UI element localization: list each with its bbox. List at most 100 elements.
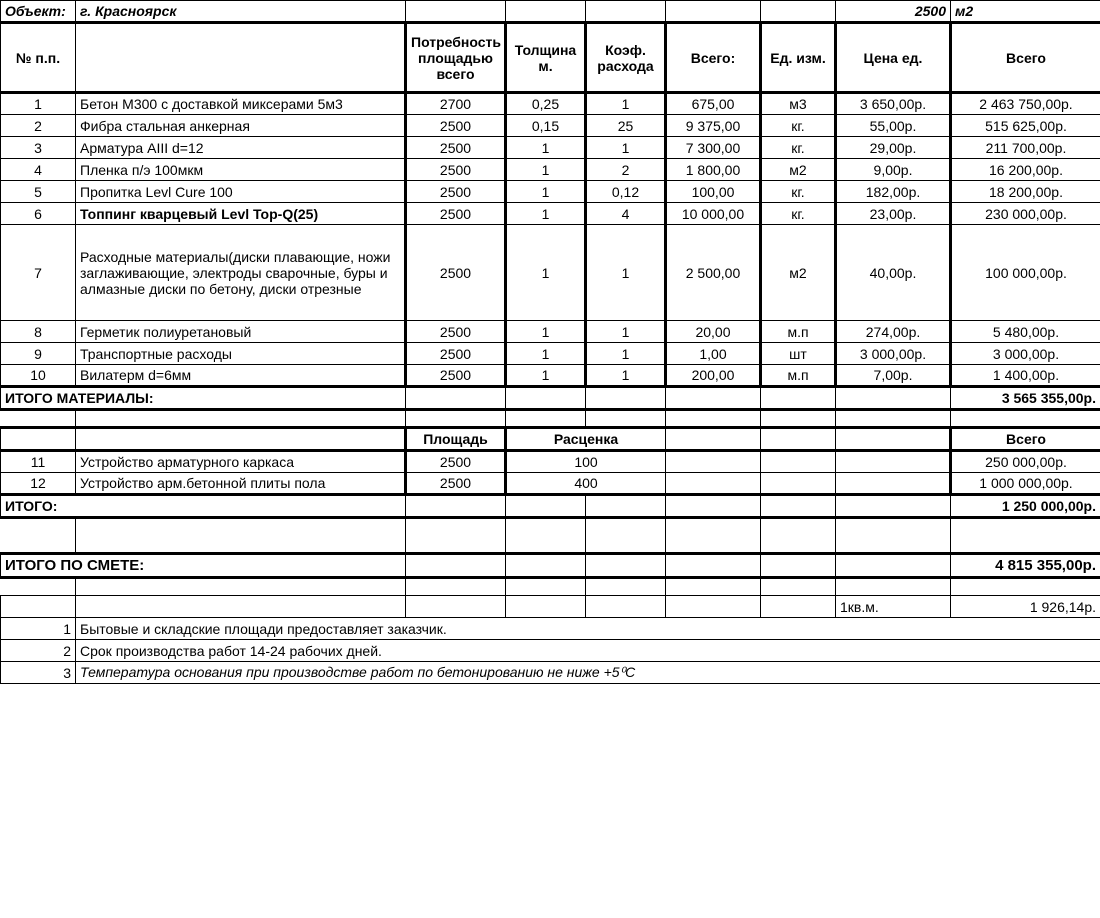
row-name: Герметик полиуретановый xyxy=(76,321,406,343)
row-total: 2 463 750,00р. xyxy=(951,93,1100,115)
row-coef: 2 xyxy=(586,159,666,181)
row-num: 11 xyxy=(1,451,76,473)
table-row: 9Транспортные расходы2500111,00шт3 000,0… xyxy=(1,343,1100,365)
row-num: 12 xyxy=(1,473,76,495)
row-total: 18 200,00р. xyxy=(951,181,1100,203)
works-head-total: Всего xyxy=(951,428,1100,451)
table-row: 6Топпинг кварцевый Levl Top-Q(25)2500141… xyxy=(1,203,1100,225)
row-num: 9 xyxy=(1,343,76,365)
table-row: 8Герметик полиуретановый25001120,00м.п27… xyxy=(1,321,1100,343)
row-thickness: 1 xyxy=(506,225,586,321)
row-total: 230 000,00р. xyxy=(951,203,1100,225)
row-thickness: 1 xyxy=(506,321,586,343)
row-area: 2500 xyxy=(406,451,506,473)
row-qty: 100,00 xyxy=(666,181,761,203)
table-row: 1Бетон М300 с доставкой миксерами 5м3270… xyxy=(1,93,1100,115)
row-total: 5 480,00р. xyxy=(951,321,1100,343)
table-row: 10Вилатерм d=6мм250011200,00м.п7,00р.1 4… xyxy=(1,365,1100,387)
row-price: 40,00р. xyxy=(836,225,951,321)
materials-body: 1Бетон М300 с доставкой миксерами 5м3270… xyxy=(1,93,1100,387)
spacer-row xyxy=(1,410,1100,428)
object-value: г. Красноярск xyxy=(76,1,406,23)
per-sqm-label: 1кв.м. xyxy=(836,596,951,618)
row-name: Арматура AIII d=12 xyxy=(76,137,406,159)
row-price: 3 000,00р. xyxy=(836,343,951,365)
row-qty: 675,00 xyxy=(666,93,761,115)
row-total: 250 000,00р. xyxy=(951,451,1100,473)
row-num: 4 xyxy=(1,159,76,181)
row-need: 2500 xyxy=(406,203,506,225)
row-name: Бетон М300 с доставкой миксерами 5м3 xyxy=(76,93,406,115)
row-price: 3 650,00р. xyxy=(836,93,951,115)
works-head-rate: Расценка xyxy=(506,428,666,451)
spacer-row xyxy=(1,518,1100,536)
table-row: 7Расходные материалы(диски плавающие, но… xyxy=(1,225,1100,321)
row-thickness: 1 xyxy=(506,203,586,225)
table-row: 12Устройство арм.бетонной плиты пола2500… xyxy=(1,473,1100,495)
row-price: 29,00р. xyxy=(836,137,951,159)
grand-total-value: 4 815 355,00р. xyxy=(951,554,1100,578)
notes-body: 1Бытовые и складские площади предоставля… xyxy=(1,618,1100,684)
note-text: Температура основания при производстве р… xyxy=(76,662,1100,684)
row-num: 5 xyxy=(1,181,76,203)
note-num: 1 xyxy=(1,618,76,640)
row-qty: 9 375,00 xyxy=(666,115,761,137)
row-thickness: 1 xyxy=(506,181,586,203)
col-name xyxy=(76,23,406,93)
col-total-qty: Всего: xyxy=(666,23,761,93)
table-row: 2Фибра стальная анкерная25000,15259 375,… xyxy=(1,115,1100,137)
row-total: 3 000,00р. xyxy=(951,343,1100,365)
object-label: Объект: xyxy=(1,1,76,23)
materials-subtotal-row: ИТОГО МАТЕРИАЛЫ: 3 565 355,00р. xyxy=(1,387,1100,410)
row-coef: 1 xyxy=(586,93,666,115)
row-thickness: 1 xyxy=(506,365,586,387)
row-name: Пропитка Levl Cure 100 xyxy=(76,181,406,203)
row-unit: м3 xyxy=(761,93,836,115)
spacer-row xyxy=(1,536,1100,554)
row-area: 2500 xyxy=(406,473,506,495)
row-qty: 1 800,00 xyxy=(666,159,761,181)
row-coef: 1 xyxy=(586,321,666,343)
row-need: 2500 xyxy=(406,137,506,159)
row-unit: кг. xyxy=(761,115,836,137)
row-total: 16 200,00р. xyxy=(951,159,1100,181)
row-price: 274,00р. xyxy=(836,321,951,343)
row-thickness: 1 xyxy=(506,137,586,159)
row-coef: 25 xyxy=(586,115,666,137)
row-qty: 200,00 xyxy=(666,365,761,387)
row-qty: 20,00 xyxy=(666,321,761,343)
row-coef: 1 xyxy=(586,365,666,387)
table-row: 5Пропитка Levl Cure 100250010,12100,00кг… xyxy=(1,181,1100,203)
row-price: 55,00р. xyxy=(836,115,951,137)
row-price: 9,00р. xyxy=(836,159,951,181)
col-total-price: Всего xyxy=(951,23,1100,93)
col-unit-price: Цена ед. xyxy=(836,23,951,93)
row-name: Топпинг кварцевый Levl Top-Q(25) xyxy=(76,203,406,225)
works-header-row: Площадь Расценка Всего xyxy=(1,428,1100,451)
row-price: 182,00р. xyxy=(836,181,951,203)
row-need: 2500 xyxy=(406,115,506,137)
row-qty: 10 000,00 xyxy=(666,203,761,225)
row-unit: шт xyxy=(761,343,836,365)
row-unit: м2 xyxy=(761,225,836,321)
works-subtotal-label: ИТОГО: xyxy=(1,495,406,518)
row-total: 515 625,00р. xyxy=(951,115,1100,137)
materials-subtotal-value: 3 565 355,00р. xyxy=(951,387,1100,410)
works-subtotal-value: 1 250 000,00р. xyxy=(951,495,1100,518)
row-unit: кг. xyxy=(761,203,836,225)
row-unit: м.п xyxy=(761,365,836,387)
row-need: 2500 xyxy=(406,343,506,365)
row-need: 2500 xyxy=(406,225,506,321)
estimate-table: Объект: г. Красноярск 2500 м2 № п.п. Пот… xyxy=(0,0,1100,684)
row-name: Устройство арматурного каркаса xyxy=(76,451,406,473)
area-unit: м2 xyxy=(951,1,1100,23)
area-value: 2500 xyxy=(836,1,951,23)
row-need: 2500 xyxy=(406,159,506,181)
row-unit: м.п xyxy=(761,321,836,343)
row-total: 211 700,00р. xyxy=(951,137,1100,159)
table-row: 11Устройство арматурного каркаса25001002… xyxy=(1,451,1100,473)
row-num: 6 xyxy=(1,203,76,225)
table-row: 3Арматура AIII d=122500117 300,00кг.29,0… xyxy=(1,137,1100,159)
row-price: 7,00р. xyxy=(836,365,951,387)
row-total: 1 000 000,00р. xyxy=(951,473,1100,495)
